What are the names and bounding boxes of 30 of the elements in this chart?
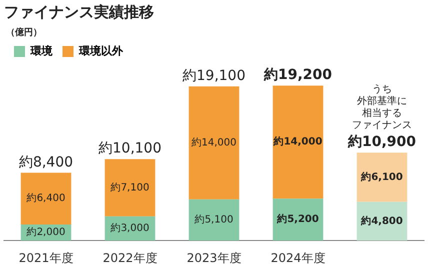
x-tick-label: 2023年度 — [186, 250, 242, 265]
x-tick-label: 2021年度 — [18, 250, 74, 265]
chart-title: ファイナンス実績推移 — [4, 2, 154, 21]
bar — [272, 86, 324, 199]
total-label: 約19,100 — [182, 68, 246, 84]
bar — [20, 172, 72, 224]
total-label: 約8,400 — [18, 154, 74, 170]
data-label: 約14,000 — [272, 136, 322, 148]
legend-label: 環境 — [30, 44, 54, 58]
data-label: 約2,000 — [26, 227, 66, 238]
data-label: 約7,100 — [110, 182, 150, 194]
data-label: 約5,100 — [194, 214, 234, 226]
x-tick-label: 2022年度 — [102, 250, 158, 265]
x-tick-label: 2024年度 — [270, 250, 326, 265]
data-label: 約5,200 — [276, 213, 319, 226]
data-label: 約3,000 — [110, 223, 150, 234]
data-label: 約14,000 — [192, 138, 236, 149]
data-label: 約6,100 — [360, 170, 403, 183]
total-label: 約10,100 — [98, 140, 162, 157]
text: （億円） — [6, 26, 42, 38]
total-label: 約10,900 — [346, 134, 416, 150]
bar — [356, 152, 408, 202]
bar — [188, 199, 240, 241]
data-label: 約6,400 — [26, 193, 66, 204]
annotation: うち外部基準に相当するファイナンス — [352, 84, 412, 132]
bar — [104, 159, 156, 216]
total-label: 約19,200 — [262, 67, 332, 84]
data-label: 約4,800 — [360, 214, 403, 227]
bar — [188, 86, 240, 200]
legend-label: 環境以外 — [78, 44, 124, 58]
